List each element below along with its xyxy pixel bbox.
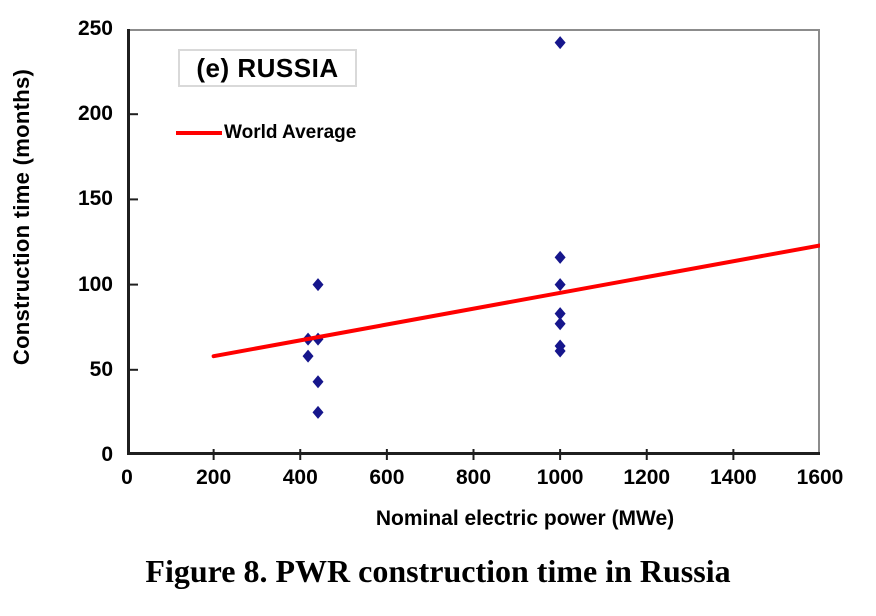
data-point-diamond bbox=[554, 278, 566, 292]
x-axis-title: Nominal electric power (MWe) bbox=[375, 507, 675, 530]
scatter-plot-canvas bbox=[127, 29, 820, 460]
y-tick-label: 200 bbox=[77, 102, 113, 126]
x-tick-label: 1200 bbox=[623, 466, 671, 489]
data-point-diamond bbox=[554, 317, 566, 331]
x-tick-label: 1000 bbox=[536, 466, 584, 489]
x-tick-label: 600 bbox=[369, 466, 405, 489]
y-tick-label: 100 bbox=[77, 272, 113, 296]
x-tick-label: 0 bbox=[121, 466, 133, 489]
data-point-diamond bbox=[302, 349, 314, 363]
data-point-diamond bbox=[312, 405, 324, 419]
x-tick-label: 1400 bbox=[710, 466, 757, 489]
x-tick-label: 200 bbox=[196, 466, 232, 489]
data-point-diamond bbox=[312, 375, 324, 389]
x-tick-label: 800 bbox=[455, 466, 492, 489]
data-point-diamond bbox=[554, 344, 566, 358]
data-point-diamond bbox=[312, 278, 324, 292]
data-point-diamond bbox=[554, 307, 566, 321]
x-tick-label: 1600 bbox=[796, 466, 844, 489]
plot-area bbox=[127, 29, 820, 462]
y-tick-label: 250 bbox=[77, 17, 113, 40]
data-point-diamond bbox=[554, 250, 566, 264]
y-tick-label: 0 bbox=[101, 443, 113, 466]
figure-caption: Figure 8. PWR construction time in Russi… bbox=[145, 553, 731, 589]
data-point-diamond bbox=[554, 36, 566, 50]
x-tick-label: 400 bbox=[282, 466, 318, 489]
world-average-line bbox=[211, 243, 820, 359]
chart-title: (e) RUSSIA bbox=[196, 52, 339, 83]
legend-line-swatch bbox=[176, 131, 222, 135]
y-axis-title: Construction time (months) bbox=[9, 68, 34, 366]
chart-title-box: (e) RUSSIA bbox=[178, 49, 357, 87]
legend-label: World Average bbox=[224, 122, 357, 143]
y-tick-label: 50 bbox=[89, 357, 113, 381]
y-tick-label: 150 bbox=[77, 187, 113, 211]
